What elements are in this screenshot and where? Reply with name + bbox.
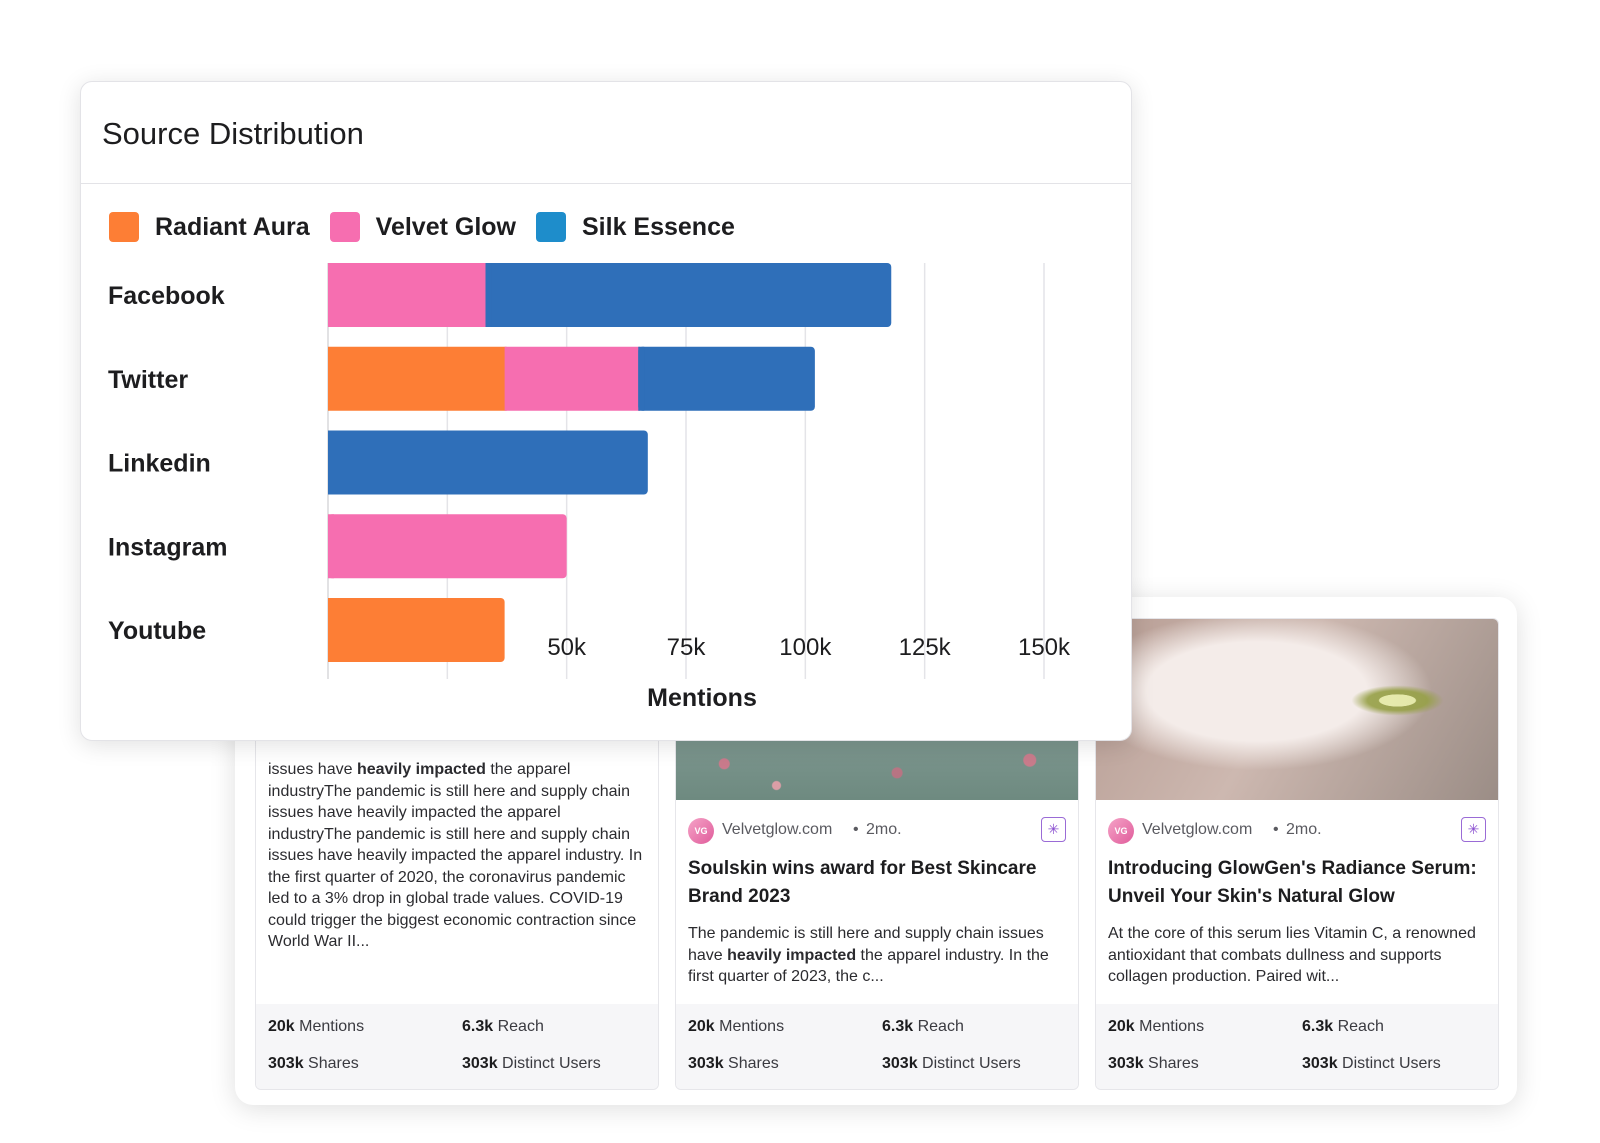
bar-segment — [328, 598, 505, 662]
sparkle-icon[interactable]: ✳ — [1041, 817, 1066, 842]
source-distribution-card: Source Distribution Radiant Aura Velvet … — [80, 81, 1132, 741]
bar-segment — [485, 263, 892, 327]
metric-mentions: 20k Mentions — [268, 1018, 365, 1035]
source-avatar: VG — [1108, 818, 1134, 844]
x-tick-label: 150k — [1018, 634, 1071, 661]
category-label: Instagram — [108, 533, 227, 561]
bar-segment — [638, 346, 815, 411]
bar-segment — [504, 346, 641, 411]
bar-segment-joint — [328, 598, 334, 662]
bar-segment — [328, 430, 648, 495]
metric-reach: 6.3k Reach — [462, 1018, 544, 1035]
bar-segment — [328, 263, 488, 327]
x-axis-title: Mentions — [647, 684, 757, 712]
separator-dot: • — [853, 821, 859, 838]
post-card[interactable]: VG Velvetglow.com • 2mo. ✳ Introducing G… — [1095, 618, 1499, 1090]
post-metrics: 20k Mentions 6.3k Reach 303k Shares 303k… — [676, 1004, 1078, 1089]
metric-shares: 303k Shares — [688, 1055, 779, 1072]
bar-segment-joint — [485, 263, 492, 327]
sparkle-icon[interactable]: ✳ — [1461, 817, 1486, 842]
bar-segment-joint — [328, 514, 334, 579]
category-label: Facebook — [108, 282, 225, 310]
post-body: issues have heavily impacted the apparel… — [268, 761, 643, 950]
metric-mentions: 20k Mentions — [1108, 1018, 1205, 1035]
metric-distinct-users: 303k Distinct Users — [1302, 1055, 1441, 1072]
legend-label: Velvet Glow — [375, 212, 516, 241]
legend-item-radiant-aura[interactable]: Radiant Aura — [109, 212, 310, 242]
legend-label: Radiant Aura — [155, 212, 310, 241]
x-tick-label: 75k — [667, 634, 707, 661]
legend-item-silk-essence[interactable]: Silk Essence — [536, 212, 735, 242]
separator-dot: • — [1273, 821, 1279, 838]
x-tick-label: 50k — [547, 634, 587, 661]
category-label: Linkedin — [108, 450, 211, 478]
metric-reach: 6.3k Reach — [1302, 1018, 1384, 1035]
post-body: At the core of this serum lies Vitamin C… — [1108, 925, 1476, 985]
metric-distinct-users: 303k Distinct Users — [882, 1055, 1021, 1072]
source-link[interactable]: Velvetglow.com — [1142, 821, 1253, 838]
bar-segment-joint — [328, 430, 334, 495]
post-metrics: 20k Mentions 6.3k Reach 303k Shares 303k… — [1096, 1004, 1498, 1089]
post-body: The pandemic is still here and supply ch… — [688, 925, 1049, 985]
post-time: 2mo. — [866, 821, 902, 838]
chart-legend: Radiant Aura Velvet Glow Silk Essence — [109, 210, 755, 244]
legend-swatch — [109, 212, 139, 242]
legend-swatch — [329, 212, 360, 242]
post-meta: VG Velvetglow.com • 2mo. ✳ — [688, 816, 1066, 846]
post-meta: VG Velvetglow.com • 2mo. ✳ — [1108, 816, 1486, 846]
metric-reach: 6.3k Reach — [882, 1018, 964, 1035]
post-image[interactable] — [1096, 619, 1498, 800]
legend-item-velvet-glow[interactable]: Velvet Glow — [329, 212, 516, 242]
x-tick-label: 125k — [899, 634, 952, 661]
category-label: Twitter — [108, 366, 188, 394]
chart-title: Source Distribution — [102, 116, 364, 151]
post-time: 2mo. — [1286, 821, 1322, 838]
bar-chart: Facebook Twitter Linkedin Instagram Youtube 5… — [108, 263, 1071, 712]
chart-header: Source Distribution — [81, 82, 1131, 184]
metric-distinct-users: 303k Distinct Users — [462, 1055, 601, 1072]
legend-label: Silk Essence — [582, 212, 735, 241]
source-link[interactable]: Velvetglow.com — [722, 821, 833, 838]
bar-segment-joint — [638, 346, 645, 411]
source-avatar: VG — [688, 818, 714, 844]
bar-segment — [328, 514, 567, 579]
legend-swatch — [536, 212, 566, 242]
metric-shares: 303k Shares — [1108, 1055, 1199, 1072]
category-label: Youtube — [108, 617, 206, 645]
post-title[interactable]: Introducing GlowGen's Radiance Serum: Un… — [1108, 858, 1477, 907]
bar-segment — [328, 346, 507, 411]
post-title[interactable]: Soulskin wins award for Best Skincare Br… — [688, 858, 1037, 907]
post-metrics: 20k Mentions 6.3k Reach 303k Shares 303k… — [256, 1004, 658, 1089]
metric-mentions: 20k Mentions — [688, 1018, 785, 1035]
metric-shares: 303k Shares — [268, 1055, 359, 1072]
x-tick-label: 100k — [779, 634, 832, 661]
